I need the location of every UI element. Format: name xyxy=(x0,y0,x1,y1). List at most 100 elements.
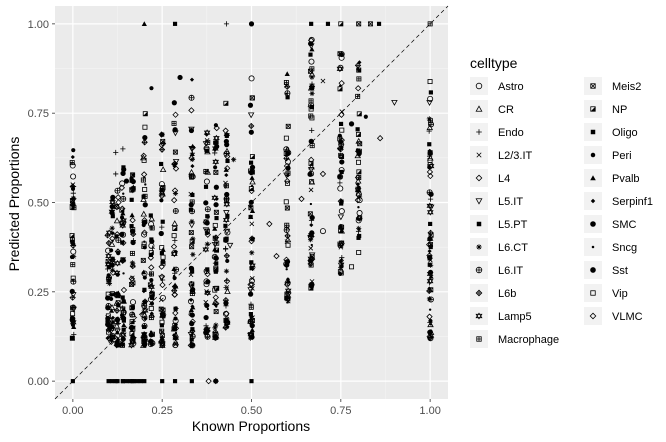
data-point xyxy=(113,307,121,314)
data-point xyxy=(148,315,154,321)
legend-label: L2/3.IT xyxy=(498,150,533,162)
data-point xyxy=(189,151,195,157)
data-point xyxy=(223,268,230,274)
data-point xyxy=(189,331,195,337)
data-point xyxy=(204,206,211,213)
data-point xyxy=(355,191,362,198)
data-point xyxy=(213,169,219,175)
data-point xyxy=(188,126,195,133)
data-point xyxy=(354,152,362,159)
data-point xyxy=(356,169,362,175)
data-point xyxy=(325,21,331,26)
data-point xyxy=(139,154,147,161)
data-point xyxy=(203,178,210,185)
data-point xyxy=(426,202,434,210)
data-point xyxy=(188,230,194,236)
y-tick-label: 0.25 xyxy=(28,287,49,299)
data-point xyxy=(172,317,179,324)
data-point xyxy=(337,133,342,138)
data-point xyxy=(129,311,137,318)
data-point xyxy=(141,302,148,309)
data-point xyxy=(129,337,136,344)
data-point xyxy=(212,294,219,301)
data-point xyxy=(143,176,146,179)
data-point xyxy=(212,226,218,231)
data-point xyxy=(426,116,432,122)
data-point xyxy=(189,218,195,225)
data-point xyxy=(249,327,255,333)
data-point xyxy=(142,379,147,384)
data-point xyxy=(213,255,219,261)
data-point xyxy=(188,265,193,271)
data-point xyxy=(142,186,148,192)
data-point xyxy=(69,335,75,341)
data-point xyxy=(319,228,326,235)
data-point xyxy=(357,141,363,147)
data-point xyxy=(223,132,231,139)
legend-label: CR xyxy=(498,104,514,116)
data-point xyxy=(205,214,210,219)
point-column xyxy=(211,123,220,384)
legend-label: L5.IT xyxy=(498,196,523,208)
data-point xyxy=(108,322,114,328)
data-point xyxy=(158,141,165,149)
data-point xyxy=(69,318,77,326)
data-point xyxy=(130,340,137,347)
data-point xyxy=(309,115,315,121)
data-point xyxy=(142,111,148,117)
data-point xyxy=(159,281,166,289)
data-point xyxy=(190,236,196,242)
data-point xyxy=(309,143,315,149)
legend-item: Lamp5 xyxy=(470,307,532,325)
data-point xyxy=(285,242,291,248)
data-point xyxy=(141,311,148,318)
data-point xyxy=(339,127,345,133)
data-point xyxy=(120,295,125,300)
data-point xyxy=(354,174,362,181)
data-point xyxy=(114,187,121,194)
data-point xyxy=(356,225,362,232)
data-point xyxy=(158,306,164,312)
data-point xyxy=(426,124,434,131)
data-point xyxy=(109,296,114,302)
data-point xyxy=(148,252,154,257)
data-point xyxy=(427,154,434,161)
data-point xyxy=(170,243,178,250)
data-point xyxy=(171,233,177,239)
legend-label: Oligo xyxy=(612,127,638,139)
data-point xyxy=(367,21,373,27)
data-point xyxy=(189,144,196,151)
data-point xyxy=(109,203,115,210)
data-point xyxy=(284,236,292,243)
data-point xyxy=(109,210,115,215)
data-point xyxy=(284,180,290,186)
data-point xyxy=(172,162,177,167)
data-point xyxy=(159,245,165,251)
legend-key xyxy=(470,100,488,118)
data-point xyxy=(142,275,147,280)
legend-item: SMC xyxy=(584,215,637,233)
data-point xyxy=(113,171,119,177)
point-column xyxy=(104,229,113,384)
point-column xyxy=(170,100,180,384)
data-point xyxy=(427,148,432,153)
data-point xyxy=(212,235,218,241)
data-point xyxy=(172,149,178,155)
data-point xyxy=(337,214,345,221)
data-point xyxy=(171,120,177,126)
legend-symbol-icon xyxy=(476,244,482,250)
data-point xyxy=(172,325,180,332)
legend-item: L6.IT xyxy=(470,261,523,279)
data-point xyxy=(141,322,148,329)
data-point xyxy=(348,121,355,127)
data-point xyxy=(376,135,384,142)
data-point xyxy=(308,170,315,177)
data-point xyxy=(339,224,345,230)
data-point xyxy=(338,121,344,126)
data-point xyxy=(113,269,121,277)
data-point xyxy=(119,220,125,226)
data-point xyxy=(248,21,255,27)
data-point xyxy=(224,197,230,203)
data-point xyxy=(224,191,230,198)
data-point xyxy=(376,21,382,26)
